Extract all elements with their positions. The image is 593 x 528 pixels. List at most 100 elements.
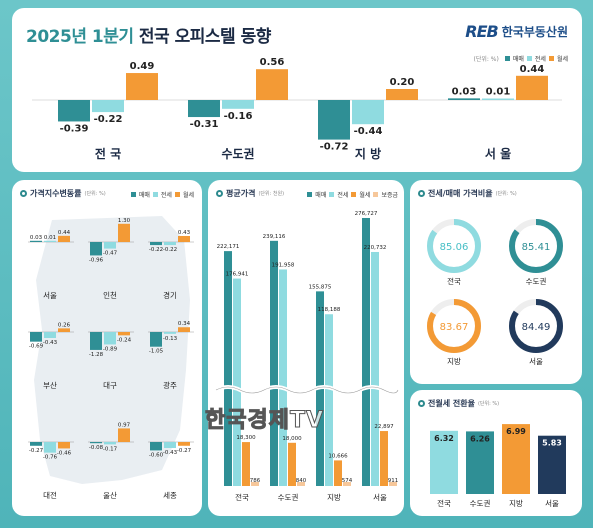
legend-deposit: 보증금 bbox=[381, 192, 398, 199]
category-label: 서 울 bbox=[485, 146, 511, 161]
bar-월세-3 bbox=[516, 75, 548, 100]
bar-월세-2 bbox=[386, 89, 418, 100]
bar-월세-2 bbox=[334, 460, 342, 486]
legend-monthly-swatch bbox=[548, 56, 554, 61]
bar-전세-1 bbox=[104, 242, 116, 249]
value-label: -0.27 bbox=[29, 448, 44, 454]
value-label: 840 bbox=[296, 478, 307, 484]
category-label: 수도권 bbox=[221, 147, 254, 161]
donut-value: 85.41 bbox=[522, 242, 551, 253]
region-label: 서울 bbox=[43, 291, 57, 300]
region-label: 인천 bbox=[103, 290, 117, 300]
bar-월세-1 bbox=[118, 223, 130, 242]
region-label: 대구 bbox=[103, 381, 117, 390]
donut-value: 83.67 bbox=[440, 322, 469, 333]
bar-월세-5 bbox=[178, 327, 190, 332]
value-label: 0.44 bbox=[58, 230, 71, 236]
bar-3 bbox=[538, 435, 566, 494]
bar-전세-7 bbox=[104, 442, 116, 445]
value-label: 0.03 bbox=[30, 235, 43, 241]
value-label: 5.83 bbox=[542, 439, 562, 448]
donut-label: 서울 bbox=[529, 357, 543, 366]
bar-월세-1 bbox=[288, 442, 296, 486]
bar-매매-3 bbox=[448, 98, 480, 100]
category-label: 수도권 bbox=[470, 499, 491, 508]
value-label: 0.26 bbox=[58, 322, 71, 328]
value-label: -1.05 bbox=[149, 349, 164, 355]
legend-jeonse-swatch bbox=[329, 192, 335, 197]
value-label: 0.20 bbox=[390, 77, 415, 88]
region-label: 대전 bbox=[43, 490, 57, 500]
category-label: 전 국 bbox=[95, 146, 121, 161]
value-label: 786 bbox=[250, 478, 261, 484]
value-label: -0.13 bbox=[163, 336, 178, 342]
donut-value: 84.49 bbox=[522, 322, 551, 333]
price-index-chart: 0.03 0.010.44 서울 -0.96-0.47 1.30 인천 -0.22 -0.22… bbox=[28, 216, 194, 500]
value-label: -0.76 bbox=[43, 455, 58, 461]
donut-arc-0 bbox=[427, 219, 481, 273]
bar-전세-6 bbox=[44, 442, 56, 453]
bar-매매-3 bbox=[30, 332, 42, 342]
bar-매매-0 bbox=[58, 100, 90, 122]
category-label: 수도권 bbox=[278, 493, 299, 502]
category-label: 지 방 bbox=[355, 146, 381, 161]
top-legend: (단위: %) 매매 전세 월세 bbox=[473, 54, 568, 63]
value-label: -0.24 bbox=[117, 337, 132, 343]
category-label: 지방 bbox=[327, 492, 341, 502]
value-label: -0.69 bbox=[29, 344, 44, 350]
bar-매매-0 bbox=[30, 240, 42, 242]
value-label: -0.72 bbox=[320, 142, 349, 153]
title-dot-icon bbox=[418, 190, 425, 197]
value-label: -0.17 bbox=[103, 446, 118, 452]
value-label: 0.34 bbox=[178, 321, 191, 327]
region-label: 부산 bbox=[43, 380, 57, 390]
bar-보증금-3 bbox=[389, 482, 397, 486]
top-change-chart: -0.39 -0.22 0.49 전 국 -0.31 -0.16 0.56 수도권 -0.72-… bbox=[32, 57, 562, 161]
bar-매매-0 bbox=[224, 251, 232, 486]
value-label: 6.26 bbox=[470, 434, 490, 443]
category-label: 전국 bbox=[235, 492, 249, 502]
korea-map-shape bbox=[34, 216, 190, 484]
bar-전세-0 bbox=[44, 240, 56, 242]
ratio-unit: (단위: %) bbox=[495, 191, 517, 197]
donut-label: 수도권 bbox=[526, 277, 547, 286]
category-label: 지방 bbox=[509, 498, 523, 508]
legend-deposit-swatch bbox=[373, 192, 379, 197]
legend-jeonse-swatch bbox=[152, 192, 158, 197]
avg-price-unit: (단위: 천원) bbox=[258, 191, 285, 197]
avg-price-chart: 222,171 176,941 18,300 786 전국 239,116 191,958 1… bbox=[215, 211, 400, 502]
bar-매매-1 bbox=[270, 240, 278, 486]
bar-매매-3 bbox=[362, 217, 370, 486]
value-label: 0.44 bbox=[520, 64, 545, 75]
avg-price-panel: 평균가격 (단위: 천원) 매매 전세 월세 보증금 222,171 176,94… bbox=[208, 180, 404, 516]
value-label: -0.16 bbox=[224, 111, 253, 122]
ratio-panel: 전세/매매 가격비율 (단위: %) 85.06 전국 85.41 수도권 83.67 지… bbox=[410, 180, 582, 384]
conversion-unit: (단위: %) bbox=[477, 401, 500, 407]
bar-보증금-0 bbox=[251, 482, 259, 486]
value-label: 6.32 bbox=[434, 434, 454, 443]
legend-unit: (단위: %) bbox=[473, 56, 499, 63]
bar-보증금-1 bbox=[297, 482, 305, 486]
bar-매매-8 bbox=[150, 442, 162, 451]
value-label: -0.22 bbox=[94, 114, 123, 125]
value-label: -0.43 bbox=[163, 450, 178, 456]
top-panel: 2025년 1분기 전국 오피스텔 동향 REB 한국부동산원 (단위: %) … bbox=[12, 8, 582, 172]
bar-전세-2 bbox=[325, 314, 333, 486]
value-label: 0.97 bbox=[118, 422, 131, 428]
value-label: 222,171 bbox=[217, 244, 240, 250]
bar-전세-2 bbox=[352, 100, 384, 125]
watermark: 한국경제TV bbox=[205, 408, 324, 434]
region-label: 울산 bbox=[103, 490, 117, 500]
price-index-unit: (단위: %) bbox=[84, 191, 106, 197]
value-label: -0.43 bbox=[43, 340, 58, 346]
value-label: 911 bbox=[388, 478, 399, 484]
value-label: 22,897 bbox=[374, 424, 394, 430]
value-label: -0.31 bbox=[190, 119, 219, 130]
title-dot-icon bbox=[418, 400, 425, 407]
conversion-chart: 6.32 전국 6.26 수도권 6.99 지방 5.83 서울 bbox=[430, 424, 566, 508]
legend-monthly-swatch bbox=[351, 192, 357, 197]
category-label: 서울 bbox=[373, 493, 387, 502]
value-label: 239,116 bbox=[263, 234, 286, 240]
donut-label: 지방 bbox=[447, 356, 461, 366]
